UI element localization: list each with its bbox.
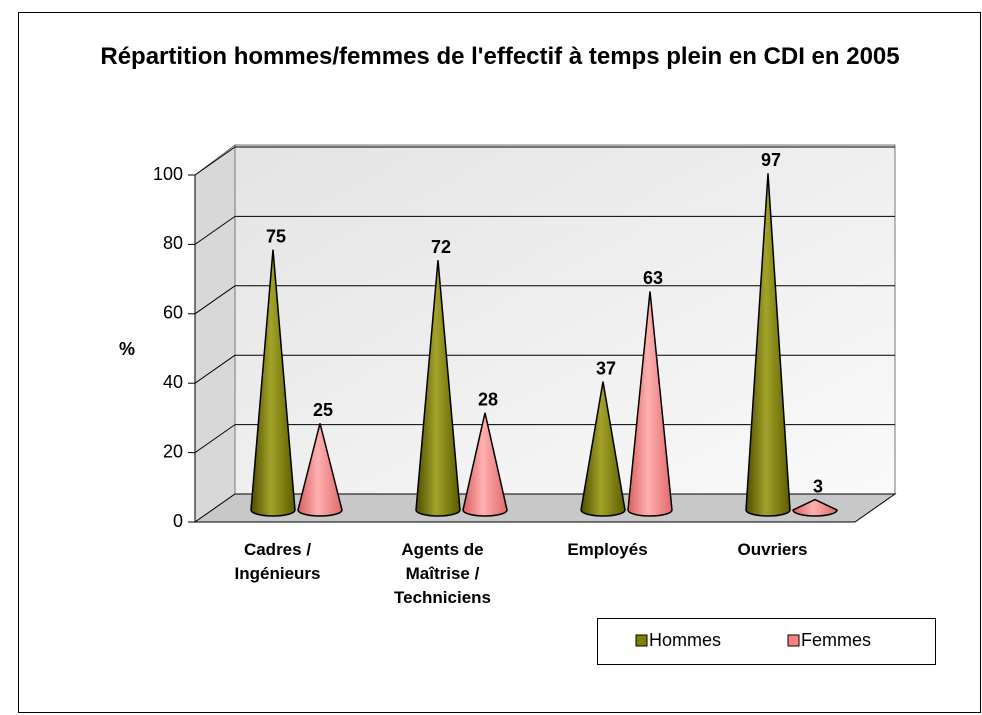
y-tick-label: 40 <box>163 372 183 392</box>
legend-box <box>597 618 936 665</box>
data-label: 25 <box>313 400 333 420</box>
side-wall <box>194 144 236 523</box>
grid-line <box>194 424 236 454</box>
data-label: 97 <box>761 150 781 170</box>
cone <box>792 498 838 517</box>
grid-line <box>194 285 236 315</box>
legend-swatch <box>787 634 800 647</box>
x-tick-label: Employés <box>567 540 648 559</box>
y-tick-label: 60 <box>163 303 183 323</box>
back-wall <box>234 144 896 495</box>
floor <box>193 493 897 523</box>
grid-line <box>194 146 236 176</box>
y-tick-label: 20 <box>163 441 183 461</box>
y-tick-label: 100 <box>153 164 183 184</box>
cone <box>462 412 508 517</box>
legend-label: Femmes <box>801 630 871 650</box>
legend-label: Hommes <box>649 630 721 650</box>
grid-line <box>194 354 236 384</box>
y-tick-label: 80 <box>163 233 183 253</box>
data-label: 63 <box>643 268 663 288</box>
data-label: 75 <box>266 227 286 247</box>
data-label: 72 <box>431 237 451 257</box>
cone <box>745 173 791 517</box>
legend-swatch <box>635 634 648 647</box>
x-tick-label: Agents de Maîtrise / Techniciens <box>394 540 491 607</box>
data-label: 37 <box>596 358 616 378</box>
y-axis-label: % <box>119 339 135 359</box>
cone <box>297 423 343 517</box>
data-label: 3 <box>813 476 823 496</box>
cone <box>415 260 461 517</box>
y-tick-label: 0 <box>173 511 183 531</box>
chart-border <box>18 12 981 713</box>
chart-title: Répartition hommes/femmes de l'effectif … <box>100 43 900 70</box>
cone <box>627 291 673 517</box>
cone <box>250 249 296 517</box>
data-label: 28 <box>478 390 498 410</box>
grid-line <box>194 215 236 245</box>
cone <box>580 381 626 517</box>
x-tick-label: Cadres / Ingénieurs <box>234 540 321 583</box>
x-tick-label: Ouvriers <box>737 540 808 559</box>
